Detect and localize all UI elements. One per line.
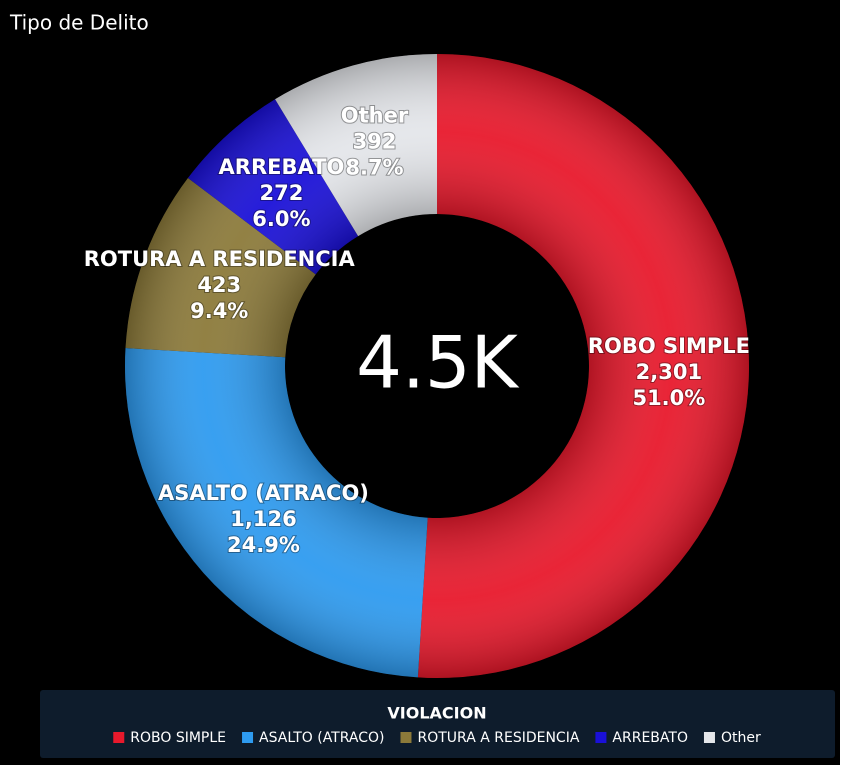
legend: ROBO SIMPLE ASALTO (ATRACO) ROTURA A RESID… — [113, 730, 761, 746]
slice-value: 272 — [260, 181, 304, 205]
slice-label: ROTURA A RESIDENCIA — [84, 247, 356, 271]
legend-label: ROBO SIMPLE — [130, 730, 226, 746]
slice-value: 423 — [197, 273, 241, 297]
legend-title: VIOLACION — [387, 704, 486, 723]
legend-swatch — [595, 732, 607, 743]
legend-swatch — [703, 732, 715, 743]
slice-percent: 9.4% — [190, 299, 248, 323]
slice-percent: 6.0% — [252, 207, 310, 231]
slice-value: 2,301 — [636, 360, 702, 384]
legend-label: ASALTO (ATRACO) — [259, 730, 384, 746]
legend-label: ARREBATO — [612, 730, 688, 746]
slice-label: ARREBATO — [219, 155, 345, 179]
chart-title: Tipo de Delito — [9, 11, 149, 35]
legend-swatch — [400, 732, 412, 743]
slice-value: 392 — [353, 130, 397, 154]
legend-swatch — [242, 732, 254, 743]
shading — [125, 54, 749, 678]
legend-swatch — [113, 732, 125, 743]
slice-label: ASALTO (ATRACO) — [158, 481, 369, 505]
legend-box — [40, 690, 835, 758]
slice-value: 1,126 — [230, 507, 296, 531]
slice-percent: 51.0% — [632, 386, 705, 410]
slice-percent: 24.9% — [227, 533, 300, 557]
slice-label: Other — [341, 104, 409, 128]
slice-label: ROBO SIMPLE — [588, 334, 750, 358]
legend-label: Other — [721, 730, 761, 746]
legend-label: ROTURA A RESIDENCIA — [417, 730, 579, 746]
donut — [124, 53, 749, 678]
slice-percent: 8.7% — [345, 156, 403, 180]
center-label: 4.5K — [356, 321, 520, 405]
